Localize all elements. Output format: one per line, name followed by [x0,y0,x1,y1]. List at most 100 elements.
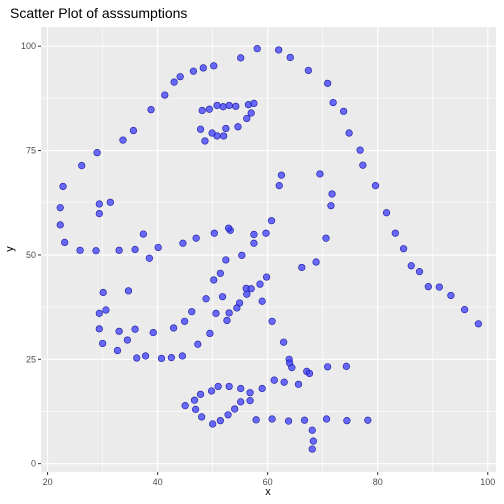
data-point [114,347,121,354]
data-point [309,427,316,434]
data-point [179,353,186,360]
data-point [199,107,206,114]
data-point [323,235,330,242]
data-point [343,363,350,370]
data-point [220,103,227,110]
data-point [237,55,244,62]
data-point [330,99,337,106]
data-point [306,370,313,377]
data-point [182,402,189,409]
data-point [281,379,288,386]
data-point [329,191,336,198]
data-point [461,306,468,313]
data-point [191,397,198,404]
data-point [416,268,423,275]
data-point [231,406,238,413]
data-point [181,318,188,325]
data-point [425,283,432,290]
data-point [295,381,302,388]
data-point [223,125,230,132]
data-point [224,317,231,324]
data-point [96,326,103,333]
data-point [298,264,305,271]
data-point [243,291,250,298]
data-point [146,255,153,262]
data-point [124,337,131,344]
data-point [234,305,241,312]
data-point [130,127,137,134]
data-point [254,45,261,52]
x-axis-label: x [265,486,271,498]
data-point [213,310,220,317]
data-point [120,137,127,144]
data-point [60,183,67,190]
data-point [96,310,103,317]
data-point [328,202,335,209]
data-point [103,307,110,314]
data-point [323,416,330,423]
plot-panel [41,27,496,472]
data-point [193,235,200,242]
data-point [210,277,217,284]
data-point [226,383,233,390]
y-tick-label: 100 [21,41,36,51]
data-point [248,285,255,292]
data-point [253,417,260,424]
data-point [210,63,217,70]
data-point [237,385,244,392]
data-point [257,281,264,288]
chart-title: Scatter Plot of asssumptions [10,5,187,21]
data-point [305,67,312,74]
data-point [259,385,266,392]
x-tick-label: 20 [43,477,53,487]
data-point [188,308,195,315]
data-point [268,217,275,224]
data-point [280,339,287,346]
data-point [161,92,168,99]
data-point [259,298,266,305]
data-point [200,65,207,72]
y-tick-label: 50 [26,250,36,260]
data-point [285,418,292,425]
data-point [239,252,246,259]
data-point [57,222,64,229]
data-point [344,417,351,424]
data-point [61,239,68,246]
y-tick-label: 25 [26,354,36,364]
data-point [107,199,114,206]
y-axis-label: y [4,246,16,252]
data-point [251,100,258,107]
data-point [237,399,244,406]
data-point [171,79,178,86]
data-point [235,123,242,130]
data-point [248,110,255,117]
data-point [226,102,233,109]
x-tick-label: 80 [373,477,383,487]
data-point [177,73,184,80]
x-axis-ticks: 20 40 60 80 100 [43,472,496,487]
data-point [408,262,415,269]
data-point [219,293,226,300]
data-point [448,292,455,299]
x-tick-label: 40 [153,477,163,487]
data-point [269,416,276,423]
data-point [100,289,107,296]
data-point [383,209,390,216]
y-axis-ticks: 0 25 50 75 100 [21,41,41,468]
data-point [289,364,296,371]
data-point [247,397,254,404]
data-point [140,231,147,238]
data-point [276,182,283,189]
data-point [271,377,278,384]
data-point [301,417,308,424]
x-tick-label: 100 [480,477,495,487]
data-point [99,340,106,347]
data-point [243,115,250,122]
data-point [57,204,64,211]
data-point [133,355,140,362]
data-point [96,210,103,217]
data-point [142,353,149,360]
data-point [197,126,204,133]
data-point [269,318,276,325]
data-point [77,247,84,254]
